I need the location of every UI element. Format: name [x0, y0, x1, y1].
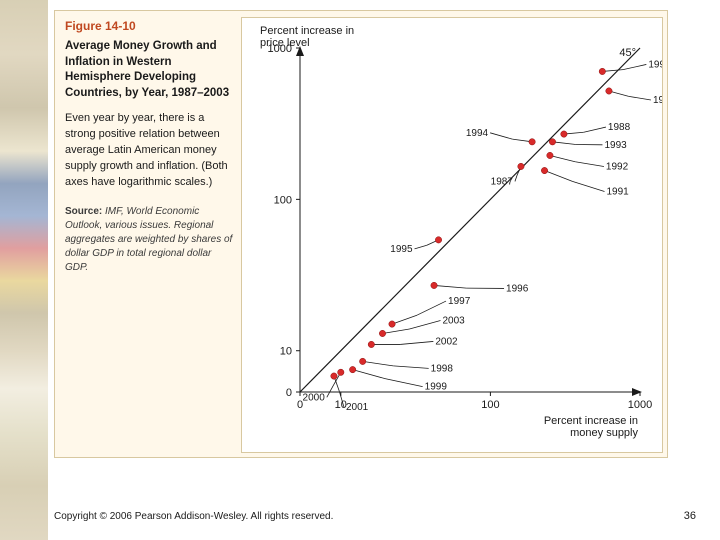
svg-text:1996: 1996 — [506, 283, 529, 294]
svg-text:1992: 1992 — [606, 161, 629, 172]
figure-text-column: Figure 14-10 Average Money Growth and In… — [65, 19, 235, 275]
svg-text:45°: 45° — [619, 47, 636, 59]
copyright-text: Copyright © 2006 Pearson Addison-Wesley.… — [54, 511, 333, 522]
svg-text:100: 100 — [274, 194, 292, 206]
scatter-chart: 01010010000101001000Percent increase inp… — [242, 18, 662, 452]
svg-text:1000: 1000 — [628, 399, 652, 411]
svg-text:money supply: money supply — [570, 427, 638, 439]
svg-text:2001: 2001 — [346, 402, 369, 413]
svg-text:1995: 1995 — [390, 244, 413, 255]
svg-text:1991: 1991 — [607, 187, 630, 198]
svg-text:1989: 1989 — [653, 95, 662, 106]
svg-text:2000: 2000 — [303, 392, 326, 403]
svg-text:0: 0 — [286, 387, 292, 399]
page-number: 36 — [684, 510, 696, 522]
svg-text:1990: 1990 — [648, 59, 662, 70]
svg-text:100: 100 — [481, 399, 499, 411]
figure-source: Source: IMF, World Economic Outlook, var… — [65, 205, 235, 275]
svg-text:1994: 1994 — [466, 128, 489, 139]
svg-text:Percent increase in: Percent increase in — [544, 415, 638, 427]
svg-text:1993: 1993 — [604, 140, 627, 151]
svg-text:1997: 1997 — [448, 296, 471, 307]
decorative-sidebar-image — [0, 0, 48, 540]
svg-text:2003: 2003 — [443, 315, 466, 326]
svg-text:1999: 1999 — [425, 382, 448, 393]
figure-caption: Even year by year, there is a strong pos… — [65, 111, 235, 191]
figure-panel: Figure 14-10 Average Money Growth and In… — [54, 10, 668, 458]
svg-text:1998: 1998 — [431, 363, 454, 374]
figure-number: Figure 14-10 — [65, 19, 235, 33]
svg-text:10: 10 — [280, 346, 292, 358]
figure-source-label: Source: — [65, 206, 102, 217]
svg-text:2002: 2002 — [435, 336, 458, 347]
svg-text:price level: price level — [260, 37, 310, 49]
figure-title: Average Money Growth and Inflation in We… — [65, 39, 235, 101]
chart-area: 01010010000101001000Percent increase inp… — [241, 17, 663, 453]
svg-text:Percent increase in: Percent increase in — [260, 25, 354, 37]
svg-text:1987: 1987 — [491, 176, 514, 187]
svg-text:1988: 1988 — [608, 122, 631, 133]
